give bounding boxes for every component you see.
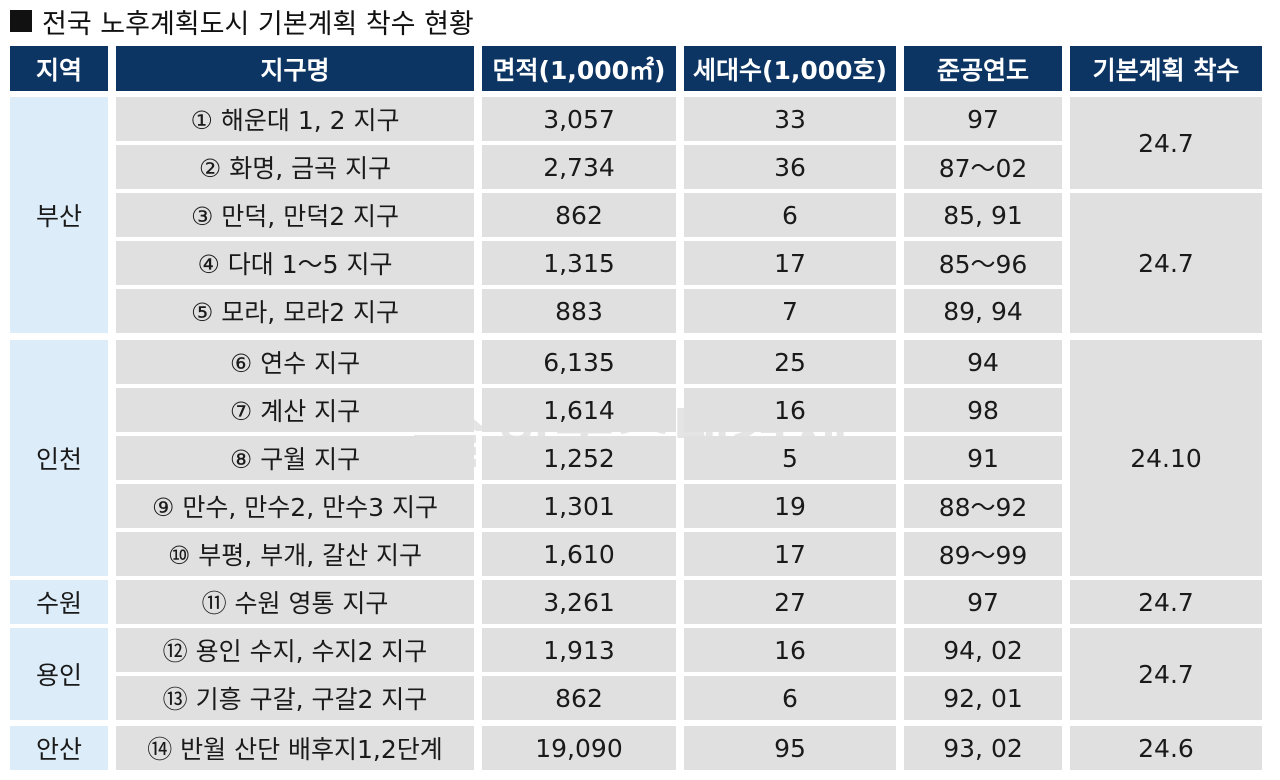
area-cell: 1,913 — [482, 628, 676, 672]
households-cell: 25 — [684, 340, 896, 384]
square-bullet-icon — [10, 10, 32, 32]
completion-year-cell: 89～99 — [904, 532, 1062, 576]
area-cell: 1,301 — [482, 484, 676, 528]
completion-year-cell: 94 — [904, 340, 1062, 384]
plan-start-cell: 24.10 — [1070, 340, 1262, 576]
area-cell: 1,614 — [482, 388, 676, 432]
district-name-cell: ⑫ 용인 수지, 수지2 지구 — [116, 628, 474, 672]
completion-year-cell: 91 — [904, 436, 1062, 480]
header-region: 지역 — [10, 46, 108, 91]
households-cell: 27 — [684, 580, 896, 624]
completion-year-cell: 85, 91 — [904, 193, 1062, 237]
completion-year-cell: 93, 02 — [904, 726, 1062, 770]
region-cell: 수원 — [10, 580, 108, 624]
plan-start-cell: 24.7 — [1070, 193, 1262, 333]
header-area: 면적(1,000㎡) — [482, 46, 676, 91]
area-cell: 1,610 — [482, 532, 676, 576]
area-cell: 6,135 — [482, 340, 676, 384]
district-name-cell: ⑧ 구월 지구 — [116, 436, 474, 480]
district-name-cell: ③ 만덕, 만덕2 지구 — [116, 193, 474, 237]
households-cell: 6 — [684, 676, 896, 720]
households-cell: 17 — [684, 241, 896, 285]
area-cell: 1,315 — [482, 241, 676, 285]
households-cell: 19 — [684, 484, 896, 528]
households-cell: 17 — [684, 532, 896, 576]
header-plan: 기본계획 착수 — [1070, 46, 1262, 91]
district-name-cell: ① 해운대 1, 2 지구 — [116, 97, 474, 141]
completion-year-cell: 97 — [904, 580, 1062, 624]
region-cell: 안산 — [10, 726, 108, 770]
district-name-cell: ④ 다대 1～5 지구 — [116, 241, 474, 285]
households-cell: 6 — [684, 193, 896, 237]
area-cell: 3,057 — [482, 97, 676, 141]
district-name-cell: ⑪ 수원 영통 지구 — [116, 580, 474, 624]
district-name-cell: ⑥ 연수 지구 — [116, 340, 474, 384]
households-cell: 16 — [684, 388, 896, 432]
region-cell: 부산 — [10, 97, 108, 333]
completion-year-cell: 97 — [904, 97, 1062, 141]
households-cell: 7 — [684, 289, 896, 333]
table-title: 전국 노후계획도시 기본계획 착수 현황 — [10, 2, 474, 40]
area-cell: 19,090 — [482, 726, 676, 770]
district-name-cell: ⑤ 모라, 모라2 지구 — [116, 289, 474, 333]
plan-start-cell: 24.6 — [1070, 726, 1262, 770]
header-households: 세대수(1,000호) — [684, 46, 896, 91]
completion-year-cell: 85～96 — [904, 241, 1062, 285]
district-name-cell: ⑬ 기흥 구갈, 구갈2 지구 — [116, 676, 474, 720]
header-year: 준공연도 — [904, 46, 1062, 91]
district-name-cell: ⑨ 만수, 만수2, 만수3 지구 — [116, 484, 474, 528]
district-name-cell: ② 화명, 금곡 지구 — [116, 145, 474, 189]
area-cell: 883 — [482, 289, 676, 333]
households-cell: 33 — [684, 97, 896, 141]
region-cell: 인천 — [10, 340, 108, 576]
plan-start-cell: 24.7 — [1070, 580, 1262, 624]
area-cell: 3,261 — [482, 580, 676, 624]
area-cell: 862 — [482, 676, 676, 720]
completion-year-cell: 88～92 — [904, 484, 1062, 528]
area-cell: 862 — [482, 193, 676, 237]
completion-year-cell: 92, 01 — [904, 676, 1062, 720]
district-name-cell: ⑭ 반월 산단 배후지1,2단계 — [116, 726, 474, 770]
households-cell: 16 — [684, 628, 896, 672]
completion-year-cell: 89, 94 — [904, 289, 1062, 333]
plan-start-cell: 24.7 — [1070, 97, 1262, 189]
households-cell: 36 — [684, 145, 896, 189]
header-district: 지구명 — [116, 46, 474, 91]
households-cell: 5 — [684, 436, 896, 480]
area-cell: 2,734 — [482, 145, 676, 189]
households-cell: 95 — [684, 726, 896, 770]
region-cell: 용인 — [10, 628, 108, 720]
plan-start-cell: 24.7 — [1070, 628, 1262, 720]
district-name-cell: ⑩ 부평, 부개, 갈산 지구 — [116, 532, 474, 576]
completion-year-cell: 87～02 — [904, 145, 1062, 189]
completion-year-cell: 98 — [904, 388, 1062, 432]
area-cell: 1,252 — [482, 436, 676, 480]
table-title-text: 전국 노후계획도시 기본계획 착수 현황 — [42, 8, 474, 40]
district-name-cell: ⑦ 계산 지구 — [116, 388, 474, 432]
completion-year-cell: 94, 02 — [904, 628, 1062, 672]
